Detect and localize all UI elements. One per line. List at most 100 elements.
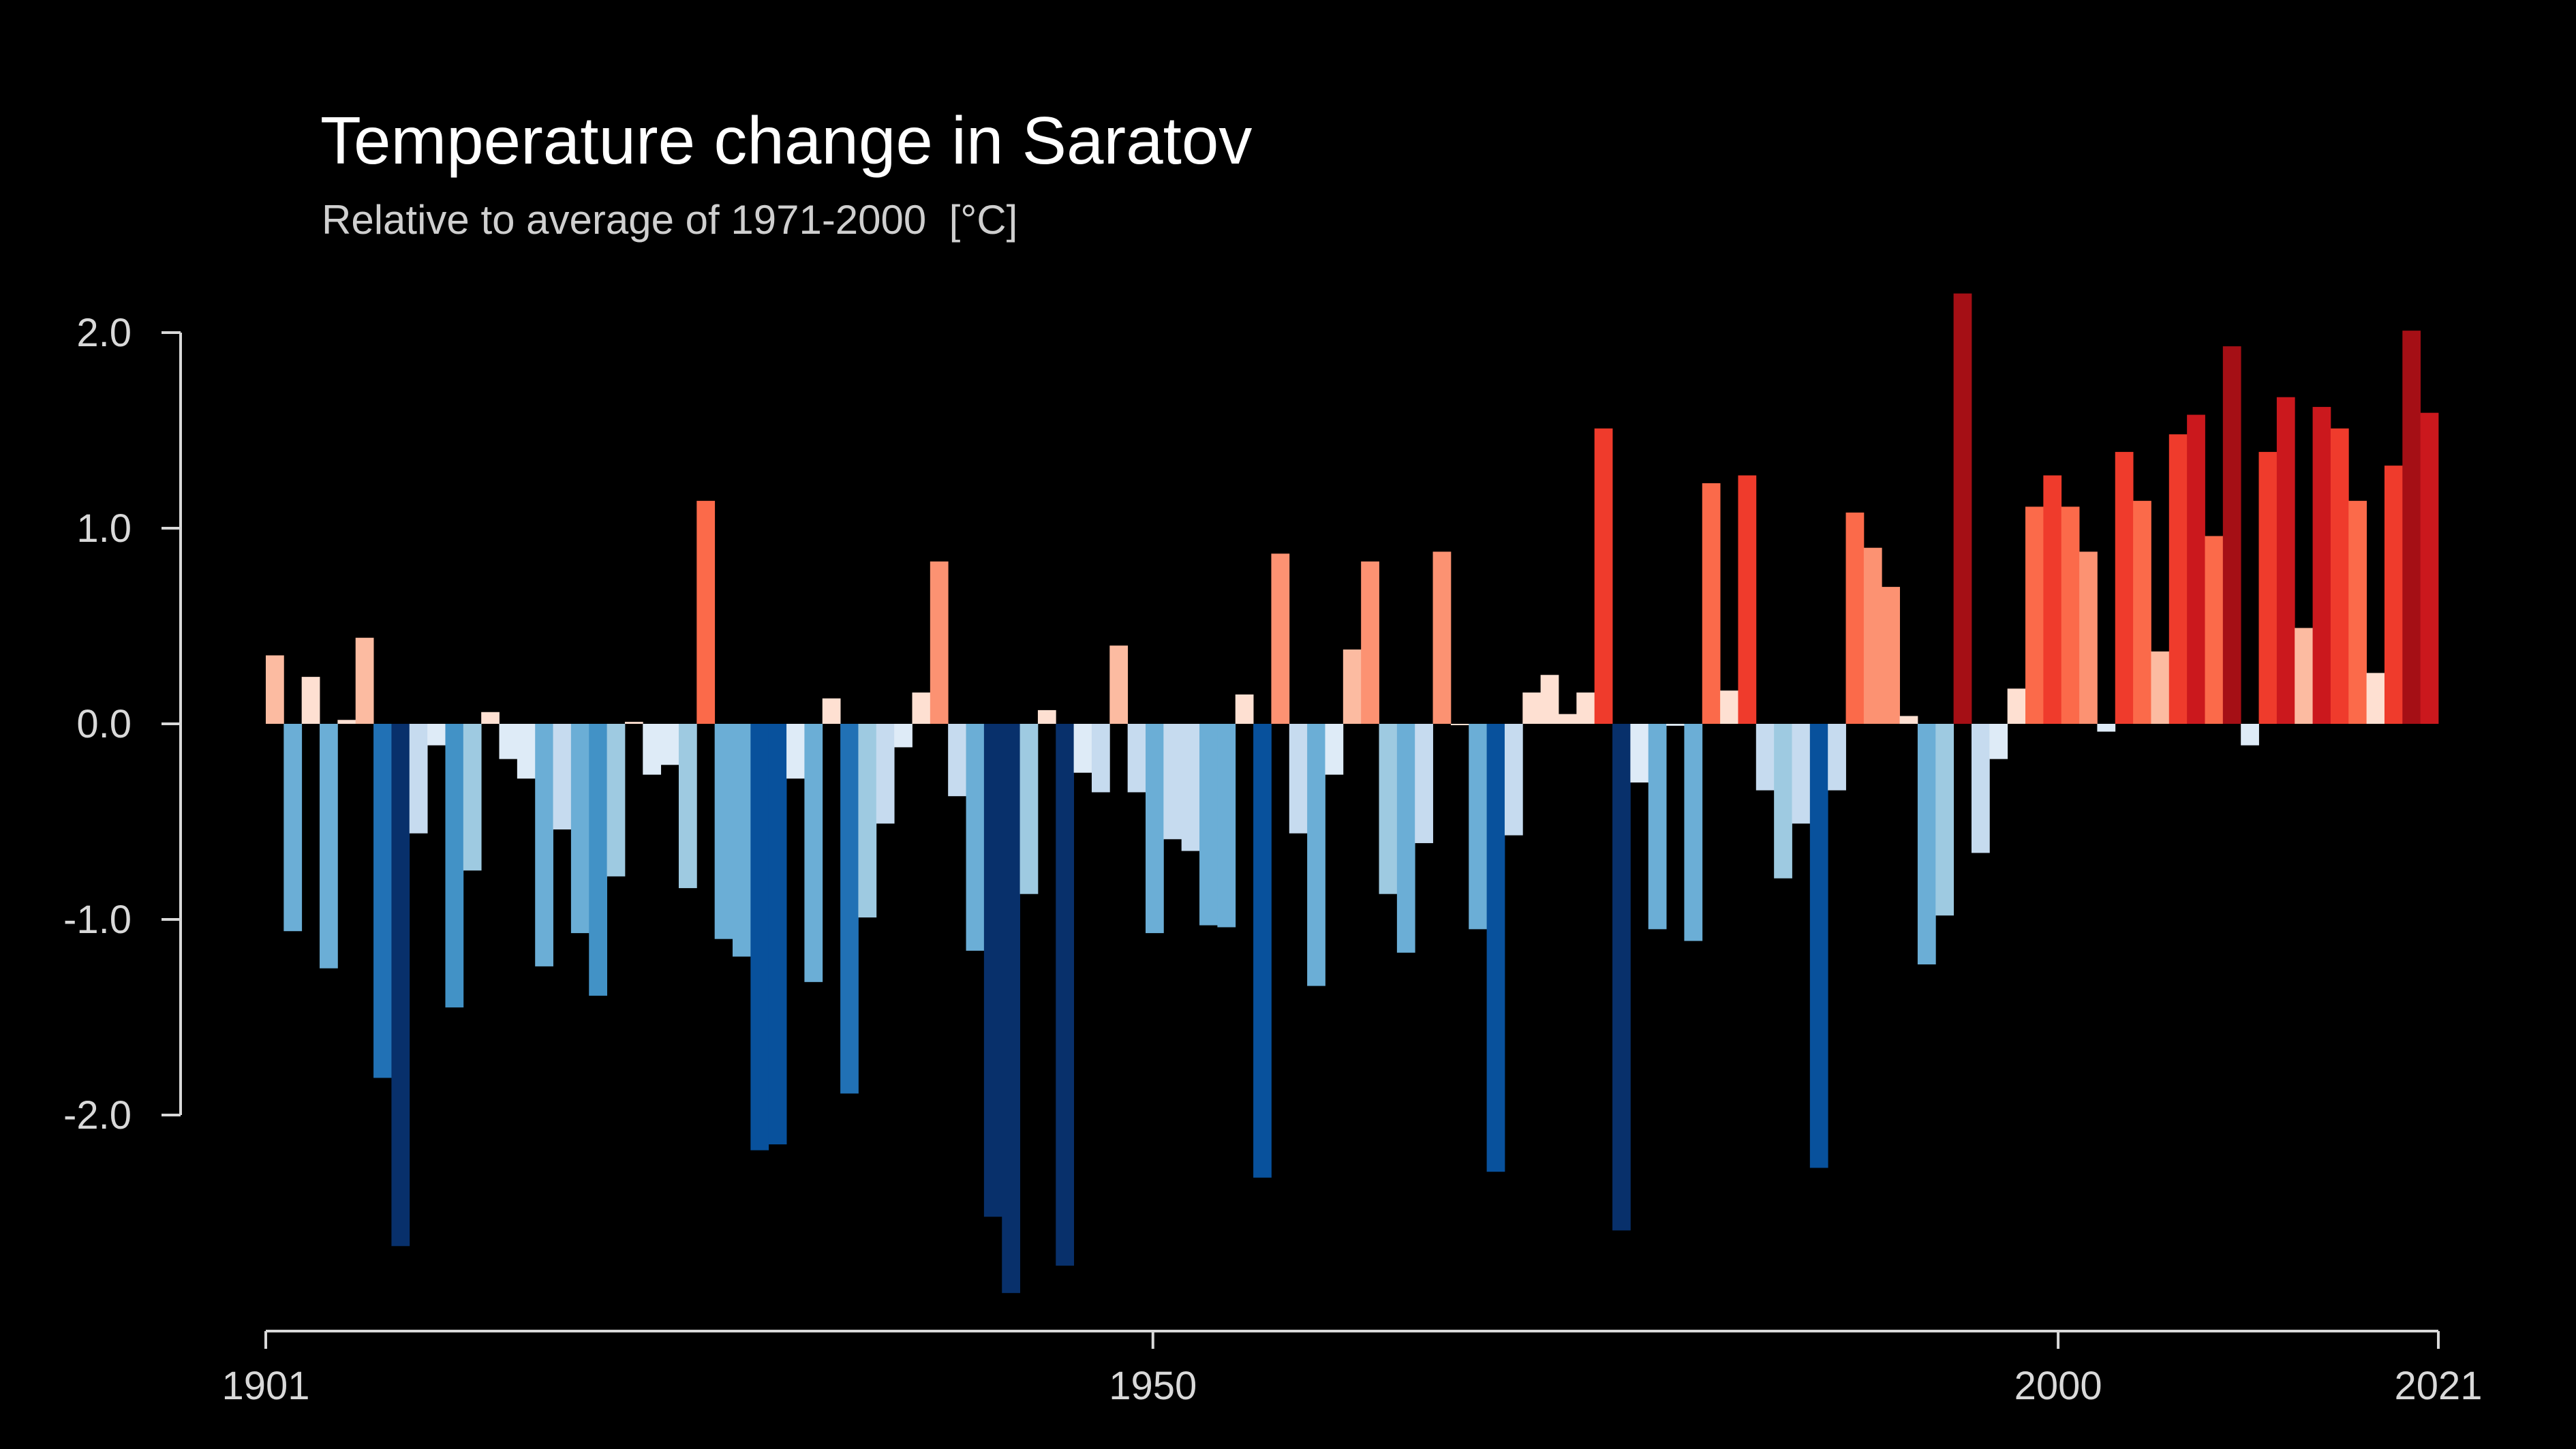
y-tick-label: 1.0 [76,506,132,551]
bar-1933 [840,724,859,1094]
bar-1953 [1199,724,1218,926]
bar-series [266,293,2439,1294]
bar-1937 [912,692,931,724]
bar-1914 [499,724,518,759]
bar-1941 [983,724,1002,1217]
bar-2014 [2295,628,2313,724]
bar-1973 [1558,714,1577,724]
y-tick-label: -1.0 [63,898,132,942]
bar-2019 [2384,466,2403,724]
y-tick-label: 0.0 [76,702,132,746]
bar-1989 [1845,513,1865,724]
bar-1998 [2007,688,2026,724]
bar-1976 [1612,724,1631,1231]
bar-1968 [1469,724,1488,930]
bar-1909 [409,724,428,834]
bar-2007 [2168,434,2188,724]
bar-1931 [804,724,823,982]
bar-1947 [1091,724,1110,793]
bar-1943 [1019,724,1039,894]
bar-2021 [2420,412,2439,724]
bar-2005 [2133,500,2151,724]
bar-2006 [2151,651,2170,724]
bar-1960 [1325,724,1344,775]
bar-1949 [1127,724,1146,793]
bar-1962 [1361,561,1379,724]
bar-1904 [320,724,338,968]
bar-2004 [2115,452,2134,724]
bar-1950 [1146,724,1164,934]
bar-1944 [1037,710,1056,724]
bar-1983 [1738,475,1757,724]
bar-1918 [570,724,589,934]
bar-2020 [2402,331,2421,724]
bar-1915 [517,724,536,779]
bar-1948 [1109,645,1129,724]
bar-2008 [2187,414,2205,724]
bar-2010 [2222,346,2241,724]
bar-1987 [1809,724,1828,1168]
bar-1912 [463,724,482,871]
bar-1986 [1792,724,1811,824]
bar-1977 [1630,724,1649,783]
bar-1907 [373,724,392,1078]
bar-1906 [355,637,374,724]
bar-1963 [1379,724,1398,894]
bar-1951 [1163,724,1182,840]
bar-1922 [643,724,662,775]
bar-1965 [1415,724,1433,844]
x-tick-label: 1901 [221,1364,309,1408]
bar-1964 [1396,724,1415,953]
bar-1996 [1971,724,1990,853]
bar-1990 [1863,547,1882,724]
bar-1954 [1217,724,1236,928]
bar-2016 [2330,428,2349,724]
bar-2018 [2366,673,2385,724]
bar-1929 [768,724,787,1145]
bar-2017 [2348,500,2367,724]
bar-1910 [427,724,446,746]
bar-1991 [1882,587,1900,724]
bar-2001 [2061,506,2080,724]
bar-2011 [2241,724,2259,746]
x-axis: 1901 1950 2000 2021 [221,1330,2483,1408]
y-tick-label: -2.0 [63,1093,132,1138]
bar-1981 [1702,483,1721,724]
bar-1905 [337,720,356,724]
y-axis: 2.0 1.0 0.0 -1.0 -2.0 [63,311,182,1138]
bar-2012 [2258,452,2278,724]
bar-1925 [696,500,716,724]
bar-1923 [660,724,679,765]
bar-1928 [750,724,769,1150]
bar-1957 [1271,553,1290,724]
bar-1901 [266,655,284,724]
bar-1988 [1828,724,1846,791]
bar-1997 [1989,724,2008,759]
bar-1993 [1917,724,1936,965]
bar-1958 [1289,724,1308,834]
bar-1985 [1774,724,1792,879]
bar-1903 [301,677,320,724]
bar-1972 [1540,675,1559,724]
bar-1999 [2025,506,2044,724]
bar-1938 [930,561,949,724]
bar-1979 [1666,724,1685,726]
bar-1936 [894,724,913,748]
y-tick-label: 2.0 [76,311,132,355]
bar-1939 [948,724,966,797]
bar-1971 [1522,692,1542,724]
chart-subtitle: Relative to average of 1971-2000 [°C] [322,197,1018,243]
bar-2000 [2043,475,2062,724]
chart-title: Temperature change in Saratov [320,103,1253,178]
bar-1945 [1056,724,1075,1266]
bar-1902 [283,724,303,932]
x-tick-label: 2000 [2014,1364,2102,1408]
bar-2003 [2097,724,2116,732]
bar-1935 [876,724,895,824]
bar-1967 [1450,724,1469,725]
bar-1934 [858,724,877,918]
bar-1946 [1073,724,1092,773]
x-tick-label: 1950 [1109,1364,1197,1408]
bar-1978 [1648,724,1667,930]
